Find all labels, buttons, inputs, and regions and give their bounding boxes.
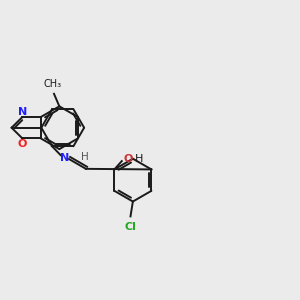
Text: H: H: [135, 154, 143, 164]
Text: O: O: [18, 139, 27, 149]
Text: N: N: [18, 107, 27, 117]
Text: -: -: [131, 154, 135, 164]
Text: O: O: [123, 154, 133, 164]
Text: Cl: Cl: [124, 222, 136, 232]
Text: CH₃: CH₃: [44, 79, 62, 89]
Text: N: N: [60, 152, 69, 163]
Text: H: H: [80, 152, 88, 162]
